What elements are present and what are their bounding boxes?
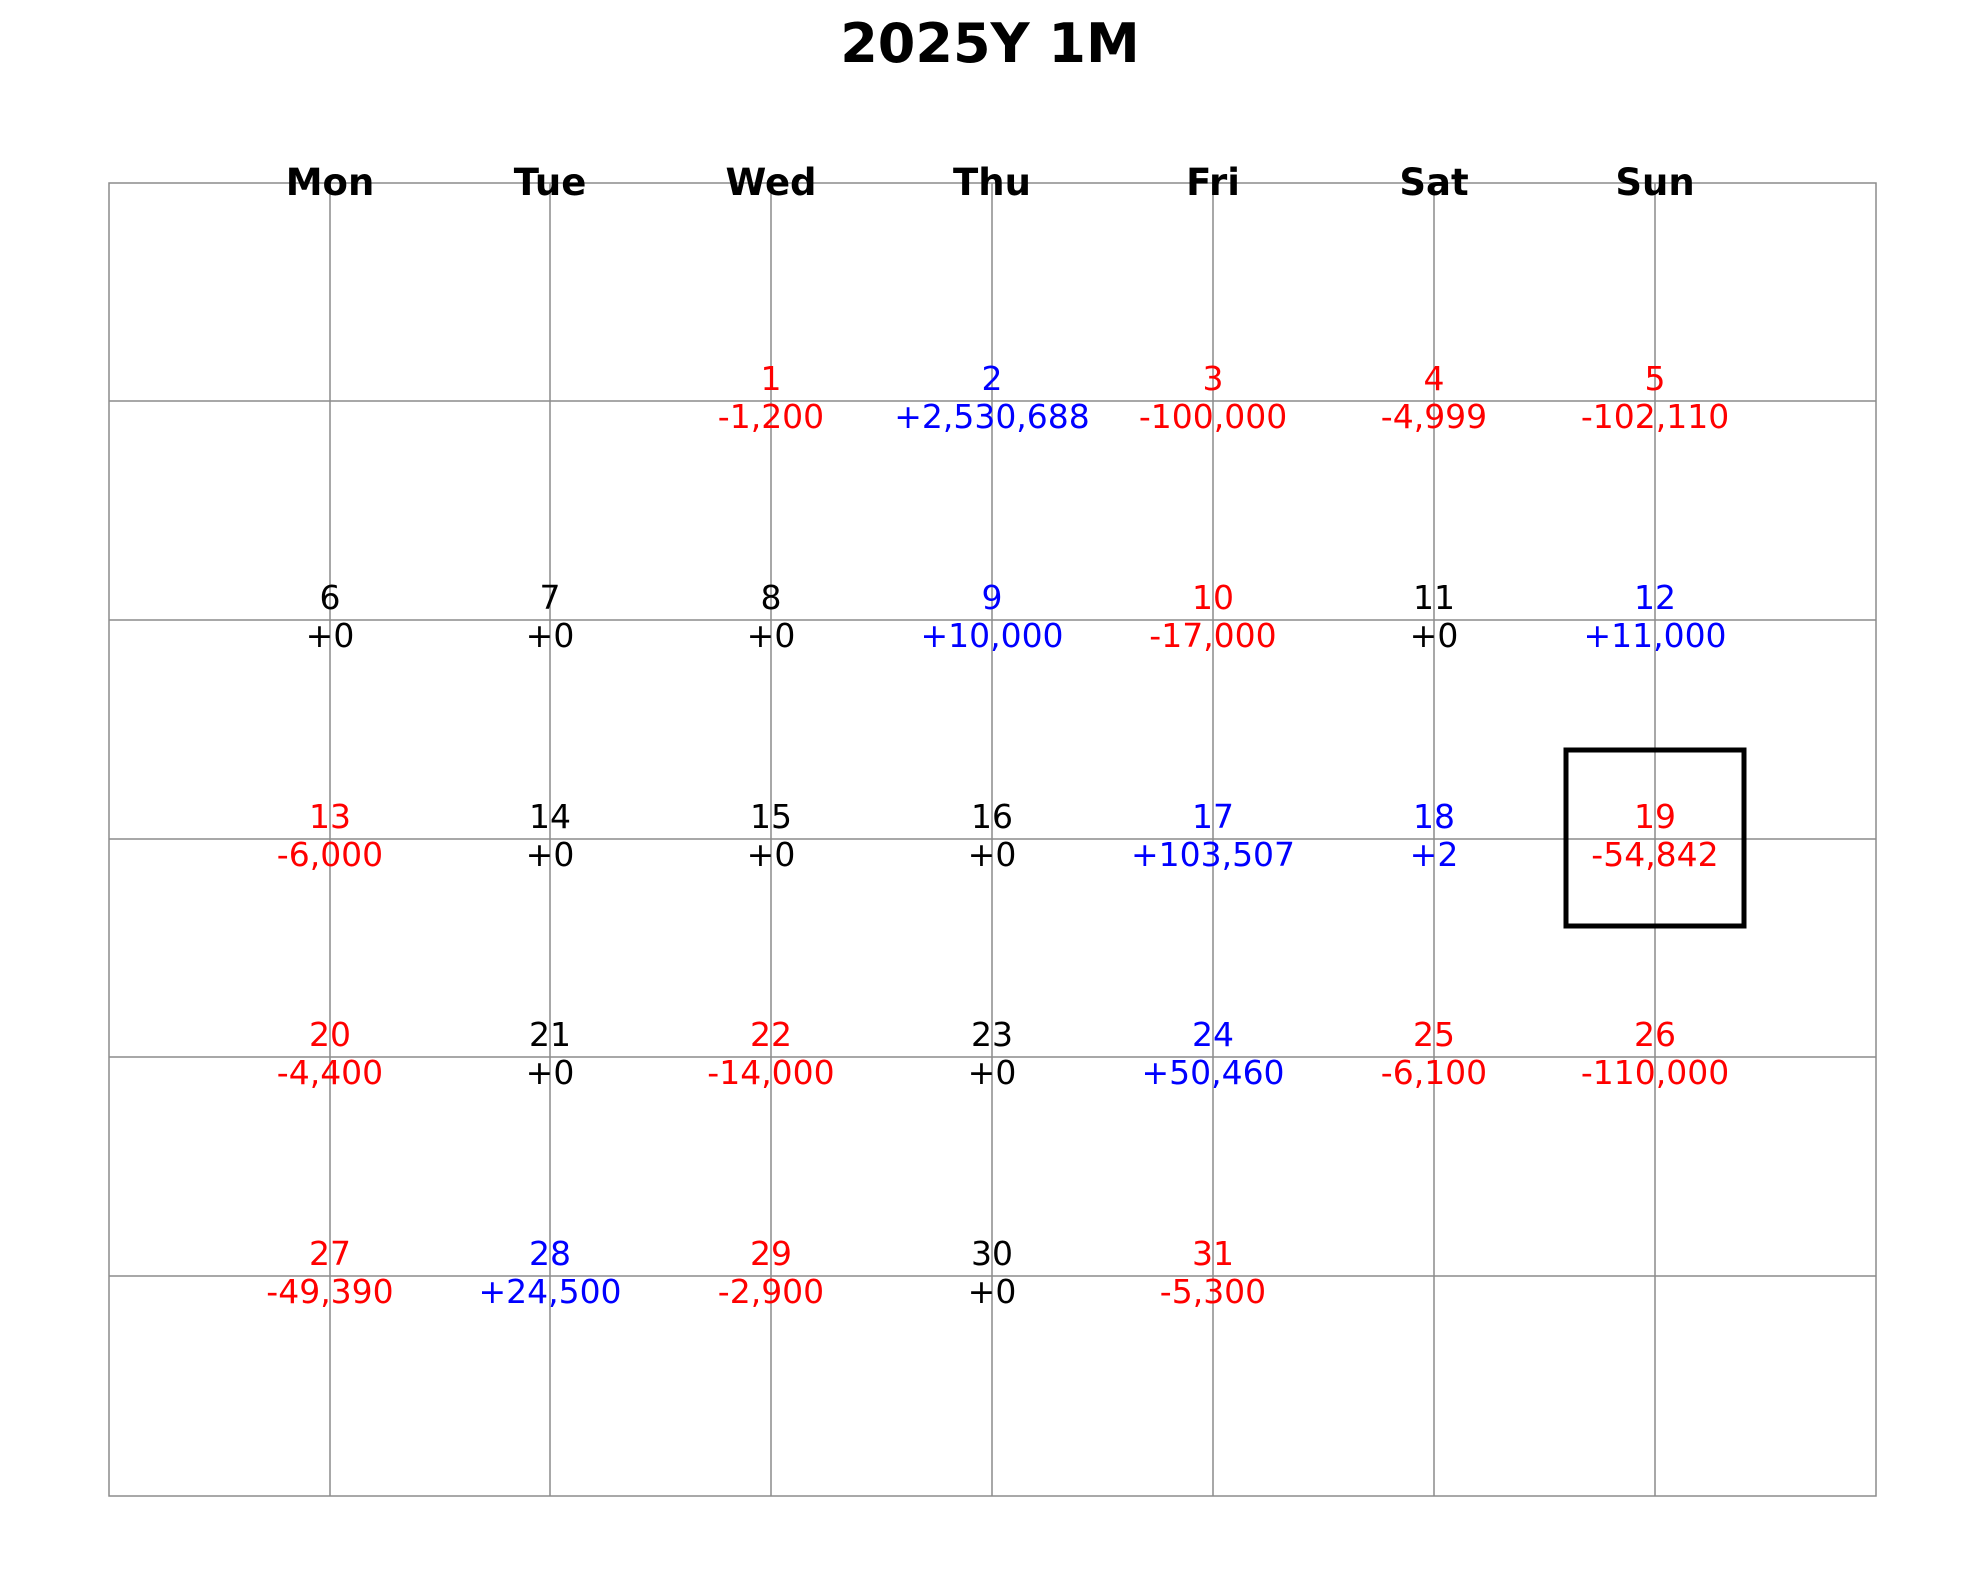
day-value: -5,300 — [1160, 1272, 1266, 1311]
day-value: +0 — [526, 1053, 575, 1092]
day-number: 2 — [982, 359, 1003, 398]
day-value: +24,500 — [478, 1272, 621, 1311]
weekday-label-sat: Sat — [1399, 161, 1468, 204]
day-value: +2 — [1410, 835, 1459, 874]
calendar-grid — [108, 182, 1877, 1497]
day-number: 31 — [1192, 1234, 1234, 1273]
day-number: 9 — [982, 578, 1003, 617]
day-number: 17 — [1192, 797, 1234, 836]
day-number: 15 — [750, 797, 792, 836]
day-number: 16 — [971, 797, 1013, 836]
highlight-box — [1563, 747, 1747, 929]
day-number: 11 — [1413, 578, 1455, 617]
day-number: 14 — [529, 797, 571, 836]
day-number: 10 — [1192, 578, 1234, 617]
day-value: -54,842 — [1591, 835, 1718, 874]
day-value: +0 — [306, 616, 355, 655]
day-number: 22 — [750, 1015, 792, 1054]
day-value: +11,000 — [1583, 616, 1726, 655]
day-number: 4 — [1424, 359, 1445, 398]
weekday-label-sun: Sun — [1615, 161, 1694, 204]
day-value: +0 — [747, 616, 796, 655]
day-number: 24 — [1192, 1015, 1234, 1054]
day-number: 26 — [1634, 1015, 1676, 1054]
day-value: +0 — [526, 616, 575, 655]
day-value: -6,000 — [277, 835, 383, 874]
day-value: -4,400 — [277, 1053, 383, 1092]
day-value: -17,000 — [1149, 616, 1276, 655]
day-number: 12 — [1634, 578, 1676, 617]
day-value: +0 — [526, 835, 575, 874]
day-number: 25 — [1413, 1015, 1455, 1054]
day-number: 27 — [309, 1234, 351, 1273]
day-number: 6 — [320, 578, 341, 617]
calendar-cells: 1-1,200 2+2,530,688 3-100,000 4-4,999 5-102,… — [266, 359, 1729, 1311]
weekday-label-tue: Tue — [514, 161, 587, 204]
day-number: 13 — [309, 797, 351, 836]
day-number: 3 — [1203, 359, 1224, 398]
day-value: +0 — [747, 835, 796, 874]
day-value: +50,460 — [1141, 1053, 1284, 1092]
day-number: 18 — [1413, 797, 1455, 836]
weekday-header: Mon Tue Wed Thu Fri Sat Sun — [286, 161, 1695, 204]
day-value: -4,999 — [1381, 397, 1487, 436]
day-value: +0 — [1410, 616, 1459, 655]
weekday-label-thu: Thu — [953, 161, 1031, 204]
day-number: 30 — [971, 1234, 1013, 1273]
day-number: 8 — [761, 578, 782, 617]
day-value: -14,000 — [707, 1053, 834, 1092]
day-number: 21 — [529, 1015, 571, 1054]
day-number: 29 — [750, 1234, 792, 1273]
day-number: 1 — [761, 359, 782, 398]
day-value: -102,110 — [1581, 397, 1729, 436]
day-number: 19 — [1634, 797, 1676, 836]
highlight-layer — [1563, 747, 1747, 929]
chart-title: 2025Y 1M — [840, 12, 1140, 75]
day-value: -1,200 — [718, 397, 824, 436]
day-value: -6,100 — [1381, 1053, 1487, 1092]
day-value: -100,000 — [1139, 397, 1287, 436]
day-value: -2,900 — [718, 1272, 824, 1311]
day-value: +0 — [968, 1053, 1017, 1092]
day-number: 7 — [540, 578, 561, 617]
day-value: -49,390 — [266, 1272, 393, 1311]
day-value: +10,000 — [920, 616, 1063, 655]
day-value: -110,000 — [1581, 1053, 1729, 1092]
day-value: +0 — [968, 1272, 1017, 1311]
day-value: +103,507 — [1131, 835, 1295, 874]
day-number: 5 — [1645, 359, 1666, 398]
day-number: 28 — [529, 1234, 571, 1273]
day-number: 23 — [971, 1015, 1013, 1054]
day-value: +2,530,688 — [894, 397, 1090, 436]
day-number: 20 — [309, 1015, 351, 1054]
weekday-label-fri: Fri — [1186, 161, 1240, 204]
weekday-label-wed: Wed — [725, 161, 816, 204]
day-value: +0 — [968, 835, 1017, 874]
weekday-label-mon: Mon — [286, 161, 375, 204]
